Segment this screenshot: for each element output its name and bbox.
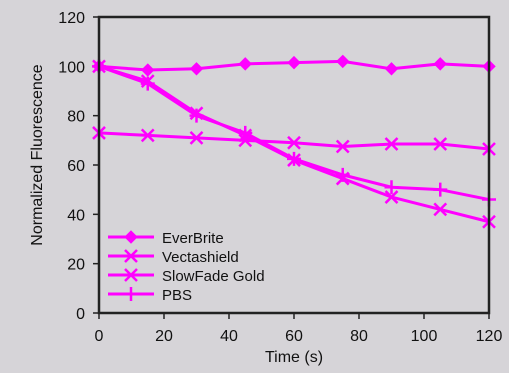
data-point-slowfade-gold <box>335 139 350 154</box>
legend-label: Vectashield <box>162 249 239 266</box>
data-point-pbs <box>384 180 399 195</box>
data-point-pbs <box>140 76 155 91</box>
data-point-everbrite <box>238 57 252 71</box>
y-tick-label: 20 <box>67 257 85 274</box>
y-tick-label: 80 <box>67 109 85 126</box>
legend-item-everbrite: EverBrite <box>108 230 224 247</box>
legend-marker <box>124 268 138 282</box>
data-point-pbs <box>238 125 253 140</box>
x-tick-label: 40 <box>220 328 238 345</box>
data-point-slowfade-gold <box>140 128 155 143</box>
data-point-pbs <box>335 167 350 182</box>
legend-label: EverBrite <box>162 230 224 247</box>
data-point-everbrite <box>287 55 301 70</box>
data-point-slowfade-gold <box>433 137 448 151</box>
y-axis-title: Normalized Fluorescence <box>29 64 46 246</box>
data-point-vectashield <box>433 202 448 217</box>
y-tick-label: 60 <box>67 158 85 175</box>
x-tick-label: 80 <box>350 328 368 345</box>
data-point-slowfade-gold <box>384 137 399 151</box>
y-tick-label: 100 <box>58 59 85 76</box>
legend-item-slowfade-gold: SlowFade Gold <box>108 268 265 285</box>
legend-item-vectashield: Vectashield <box>108 249 239 266</box>
data-point-everbrite <box>141 63 155 77</box>
x-tick-label: 0 <box>95 328 104 345</box>
series-slowfade-gold <box>92 126 496 156</box>
data-point-everbrite <box>433 57 447 71</box>
x-tick-label: 120 <box>476 328 503 345</box>
series-line-slowfade-gold <box>98 131 490 151</box>
data-point-everbrite <box>189 62 204 76</box>
data-point-vectashield <box>384 190 399 204</box>
legend-marker <box>124 230 138 244</box>
data-point-slowfade-gold <box>287 135 301 150</box>
data-point-everbrite <box>384 62 399 76</box>
legend-item-pbs: PBS <box>108 287 192 304</box>
x-axis-title: Time (s) <box>265 349 323 366</box>
data-point-pbs <box>433 182 448 197</box>
data-point-pbs <box>287 151 301 166</box>
y-tick-label: 120 <box>58 10 85 27</box>
y-tick-label: 0 <box>76 306 85 323</box>
x-tick-label: 60 <box>285 328 303 345</box>
series-pbs <box>92 59 496 207</box>
data-point-pbs <box>189 108 204 123</box>
legend-marker <box>124 249 138 263</box>
plot-area-frame <box>97 15 491 315</box>
data-point-everbrite <box>336 54 350 69</box>
legend-label: PBS <box>162 287 192 304</box>
x-tick-label: 100 <box>411 328 438 345</box>
y-tick-label: 40 <box>67 207 85 224</box>
legend-marker <box>124 287 138 301</box>
legend: EverBrite Vectashield SlowFade Gold PBS <box>108 230 265 304</box>
data-point-slowfade-gold <box>189 130 204 145</box>
legend-label: SlowFade Gold <box>162 268 265 285</box>
series-everbrite <box>92 54 496 77</box>
x-tick-label: 20 <box>155 328 173 345</box>
